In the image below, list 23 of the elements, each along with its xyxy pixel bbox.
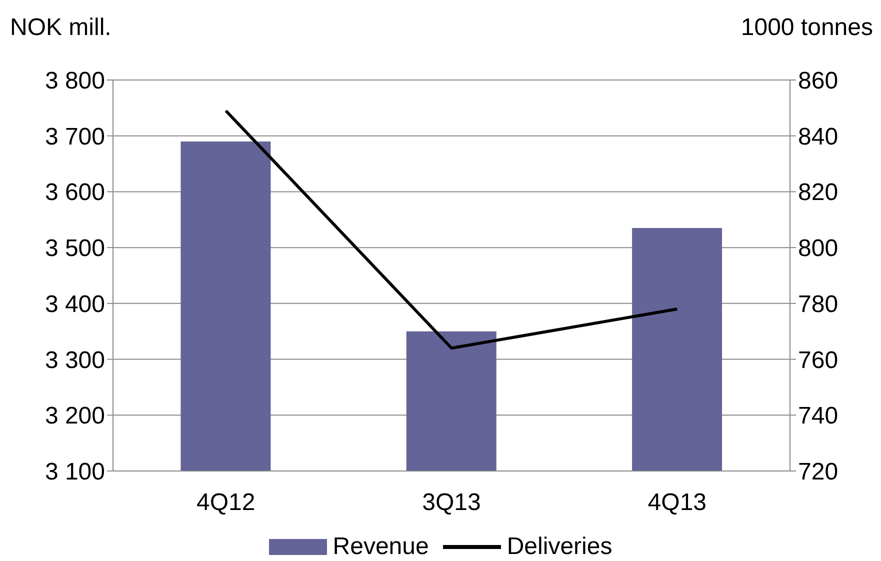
y-axis-title: NOK mill. (10, 14, 112, 42)
y2-tick-label: 840 (798, 123, 838, 150)
y2-tick-label: 720 (798, 458, 838, 486)
y2-tick-label: 760 (798, 346, 838, 374)
y2-tick-label: 780 (798, 290, 838, 318)
y-tick-label: 3 200 (44, 402, 105, 430)
y2-tick-label: 820 (798, 179, 838, 206)
y-tick-label: 3 600 (44, 179, 105, 206)
y-tick-label: 3 100 (44, 458, 105, 486)
legend-label: Revenue (332, 533, 429, 561)
x-tick-label: 4Q12 (196, 489, 256, 516)
x-tick-label: 4Q13 (648, 489, 707, 516)
y-tick-label: 3 800 (44, 68, 105, 95)
y2-tick-label: 740 (798, 402, 838, 430)
y2-tick-label: 860 (798, 68, 838, 95)
y-tick-label: 3 300 (44, 346, 105, 374)
legend-label: Deliveries (506, 533, 612, 561)
y2-tick-label: 800 (798, 235, 838, 262)
y2-axis-title: 1000 tonnes (740, 14, 873, 42)
y-tick-label: 3 400 (44, 290, 105, 318)
y-tick-label: 3 500 (44, 235, 105, 262)
x-tick-label: 3Q13 (422, 489, 481, 516)
y-tick-label: 3 700 (44, 123, 105, 150)
